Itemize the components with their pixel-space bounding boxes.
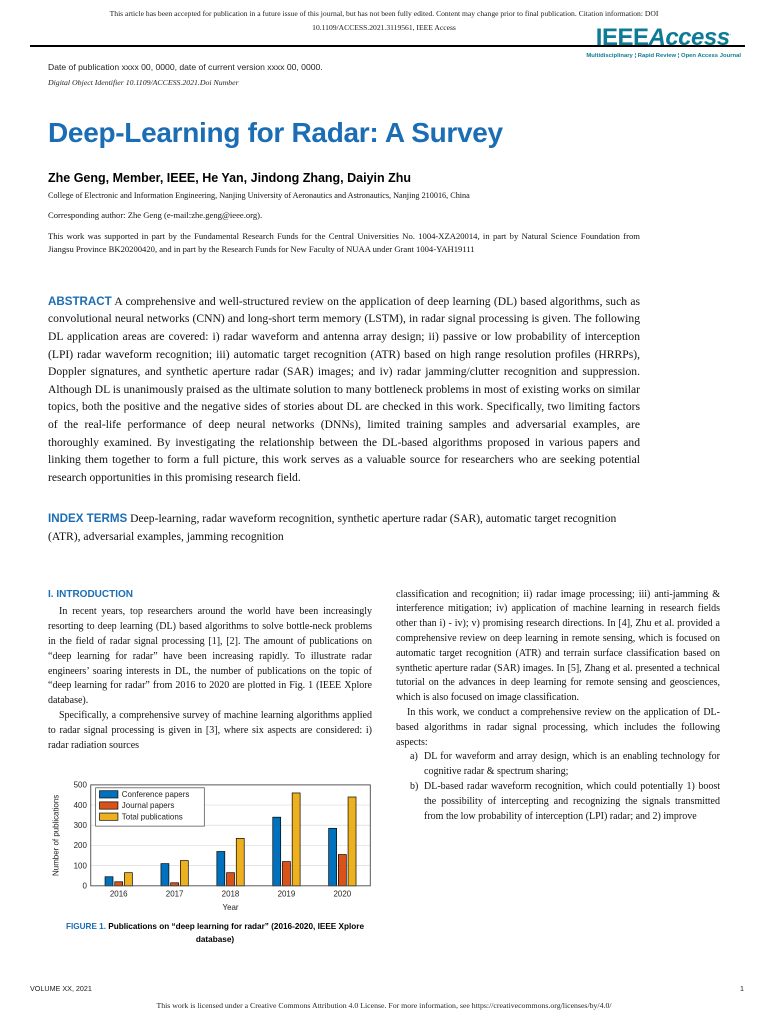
section-heading-introduction: I. INTRODUCTION bbox=[48, 588, 133, 600]
svg-text:2018: 2018 bbox=[222, 890, 240, 899]
svg-text:Number of publications: Number of publications bbox=[52, 795, 61, 876]
list-item: b) DL-based radar waveform recognition, … bbox=[410, 780, 720, 824]
footer-page-number: 1 bbox=[740, 984, 744, 993]
svg-text:400: 400 bbox=[74, 801, 88, 810]
acceptance-notice: This article has been accepted for publi… bbox=[0, 0, 768, 35]
abstract-text: A comprehensive and well-structured revi… bbox=[48, 294, 640, 484]
logo-ieee-text: IEEE bbox=[595, 24, 649, 51]
index-terms-label: INDEX TERMS bbox=[48, 512, 128, 526]
index-terms-section: INDEX TERMS Deep-learning, radar wavefor… bbox=[48, 510, 640, 545]
corresponding-author-line: Corresponding author: Zhe Geng (e-mail:z… bbox=[48, 210, 263, 221]
footer-volume: VOLUME XX, 2021 bbox=[30, 984, 92, 993]
intro-paragraph-4: In this work, we conduct a comprehensive… bbox=[396, 707, 720, 748]
abstract-label: ABSTRACT bbox=[48, 294, 112, 308]
svg-text:2019: 2019 bbox=[278, 890, 296, 899]
funding-note: This work was supported in part by the F… bbox=[48, 231, 640, 255]
aspects-list: a) DL for waveform and array design, whi… bbox=[410, 750, 720, 824]
list-item-text: DL-based radar waveform recognition, whi… bbox=[424, 781, 720, 822]
acceptance-notice-line1: This article has been accepted for publi… bbox=[109, 9, 659, 18]
publication-info: Date of publication xxxx 00, 0000, date … bbox=[48, 62, 720, 87]
left-column: I. INTRODUCTION In recent years, top res… bbox=[48, 588, 372, 946]
svg-text:0: 0 bbox=[82, 882, 87, 891]
svg-text:Conference papers: Conference papers bbox=[122, 790, 190, 799]
right-column: classification and recognition; ii) rada… bbox=[396, 588, 720, 946]
svg-text:2016: 2016 bbox=[110, 890, 128, 899]
intro-paragraph-3: classification and recognition; ii) rada… bbox=[396, 588, 720, 704]
figure-1-caption: FIGURE 1. Publications on “deep learning… bbox=[50, 921, 380, 946]
svg-text:300: 300 bbox=[74, 821, 88, 830]
figure-1-caption-text: Publications on “deep learning for radar… bbox=[108, 922, 365, 944]
list-item-marker: a) bbox=[410, 751, 418, 763]
logo-tagline: Multidisciplinary ¦ Rapid Review ¦ Open … bbox=[586, 53, 741, 59]
body-columns: I. INTRODUCTION In recent years, top res… bbox=[48, 588, 720, 946]
svg-text:100: 100 bbox=[74, 862, 88, 871]
intro-paragraph-1: In recent years, top researchers around … bbox=[48, 606, 372, 707]
publication-date-line: Date of publication xxxx 00, 0000, date … bbox=[48, 62, 323, 73]
index-terms-text: Deep-learning, radar waveform recognitio… bbox=[48, 512, 617, 544]
doi-identifier-line: Digital Object Identifier 10.1109/ACCESS… bbox=[48, 78, 239, 88]
figure-1-caption-label: FIGURE 1. bbox=[65, 922, 107, 932]
svg-text:2017: 2017 bbox=[166, 890, 184, 899]
svg-text:200: 200 bbox=[74, 842, 88, 851]
logo-access-text: Access bbox=[648, 24, 730, 51]
list-item-text: DL for waveform and array design, which … bbox=[424, 751, 720, 778]
header-divider-rule bbox=[30, 45, 745, 48]
svg-text:500: 500 bbox=[74, 781, 88, 790]
footer: VOLUME XX, 2021 1 bbox=[30, 984, 744, 993]
figure-1: 0 100 200 300 400 500 2016 2017 2018 2019 2020 Year… bbox=[50, 779, 380, 946]
svg-text:2020: 2020 bbox=[334, 890, 352, 899]
abstract-section: ABSTRACT A comprehensive and well-struct… bbox=[48, 293, 640, 487]
list-item-marker: b) bbox=[410, 781, 419, 792]
svg-text:Year: Year bbox=[223, 903, 239, 912]
logo-wordmark: IEEEAccess· bbox=[586, 26, 741, 50]
authors-line: Zhe Geng, Member, IEEE, He Yan, Jindong … bbox=[48, 171, 412, 186]
affiliation-line: College of Electronic and Information En… bbox=[48, 191, 470, 201]
acceptance-notice-line2: 10.1109/ACCESS.2021.3119561, IEEE Access bbox=[312, 23, 456, 33]
figure-1-bar-chart: 0 100 200 300 400 500 2016 2017 2018 2019 2020 Year… bbox=[52, 781, 371, 912]
ieee-access-logo: IEEEAccess· Multidisciplinary ¦ Rapid Re… bbox=[586, 26, 741, 60]
page-title: Deep-Learning for Radar: A Survey bbox=[48, 117, 503, 149]
footer-license: This work is licensed under a Creative C… bbox=[156, 1001, 612, 1010]
logo-trademark-mark: · bbox=[729, 32, 732, 38]
list-item: a) DL for waveform and array design, whi… bbox=[410, 750, 720, 780]
svg-text:Total publications: Total publications bbox=[122, 813, 183, 822]
svg-text:Journal papers: Journal papers bbox=[122, 802, 175, 811]
intro-paragraph-2: Specifically, a comprehensive survey of … bbox=[48, 710, 372, 751]
